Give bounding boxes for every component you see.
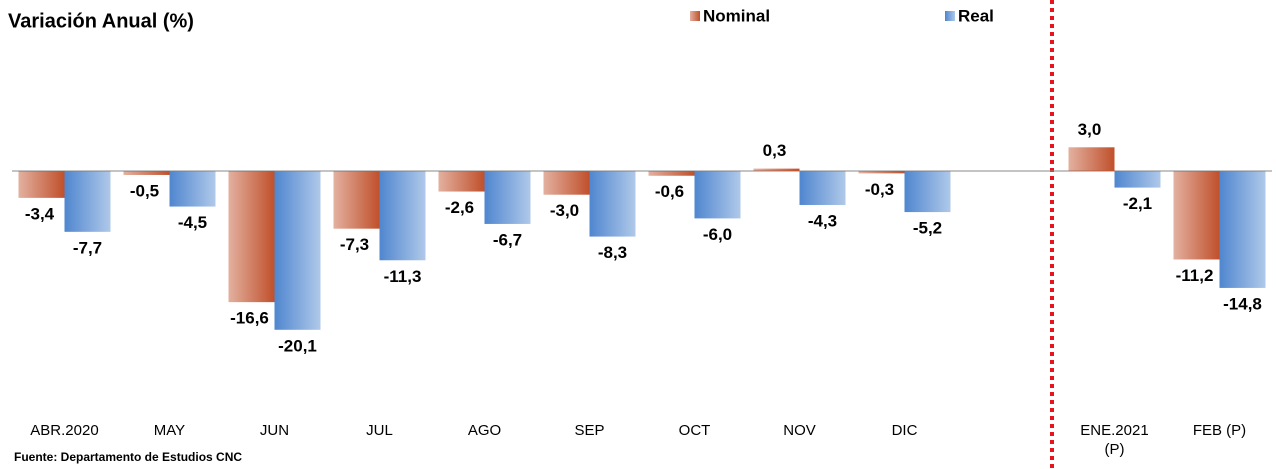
x-tick-label: ABR.2020 [30, 422, 99, 439]
x-tick-label: AGO [467, 422, 502, 439]
value-label: -7,3 [340, 235, 369, 254]
value-label: -0,6 [655, 182, 684, 201]
value-label: -0,5 [130, 181, 159, 200]
value-label: -4,3 [808, 211, 837, 230]
legend-marker [945, 11, 955, 21]
value-label: -6,7 [493, 230, 522, 249]
value-label: -4,5 [178, 213, 207, 232]
value-label: -3,0 [550, 201, 579, 220]
bar [799, 171, 846, 205]
value-label: -8,3 [598, 243, 627, 262]
bar [543, 171, 590, 195]
bar [589, 171, 636, 237]
bar [1068, 147, 1115, 171]
bar [858, 171, 905, 174]
value-label: -2,6 [445, 198, 474, 217]
x-tick-label: SEP [574, 422, 605, 439]
value-label: -5,2 [913, 219, 942, 238]
bar [169, 171, 216, 207]
bar [648, 171, 695, 176]
bar [904, 171, 951, 213]
value-label: -14,8 [1223, 294, 1262, 313]
bar [1114, 171, 1161, 188]
legend-label: Real [958, 6, 994, 25]
source-note: Fuente: Departamento de Estudios CNC [14, 450, 242, 464]
bar [484, 171, 531, 224]
legend-label: Nominal [703, 6, 770, 25]
value-label: -2,1 [1123, 194, 1152, 213]
bar [753, 168, 800, 171]
x-tick-label: DIC [891, 422, 918, 439]
value-label: -20,1 [278, 336, 317, 355]
bar [694, 171, 741, 219]
x-tick-label: JUL [366, 422, 393, 439]
bar [1219, 171, 1266, 288]
x-tick-label: MAY [153, 422, 186, 439]
value-label: -3,4 [25, 204, 55, 223]
bar [1173, 171, 1220, 260]
x-tick-label: OCT [678, 422, 711, 439]
value-label: -11,3 [384, 267, 422, 286]
chart-title: Variación Anual (%) [8, 10, 194, 32]
bar [18, 171, 65, 198]
bar [228, 171, 275, 303]
value-label: 3,0 [1078, 120, 1102, 139]
legend-marker [690, 11, 700, 21]
value-label: -16,6 [230, 309, 269, 328]
bar [333, 171, 380, 229]
value-label: -7,7 [73, 238, 102, 257]
bar [379, 171, 426, 261]
value-label: -0,3 [865, 180, 894, 199]
x-tick-label: FEB (P) [1192, 422, 1247, 439]
value-label: 0,3 [763, 141, 787, 160]
value-label: -11,2 [1176, 266, 1214, 285]
bar [274, 171, 321, 330]
x-tick-label: JUN [259, 422, 290, 439]
value-label: -6,0 [703, 225, 732, 244]
x-tick-label: ENE.2021 (P) [1080, 422, 1149, 458]
x-tick-label: NOV [783, 422, 816, 439]
bar [123, 171, 170, 175]
bar [64, 171, 111, 232]
bar [438, 171, 485, 192]
